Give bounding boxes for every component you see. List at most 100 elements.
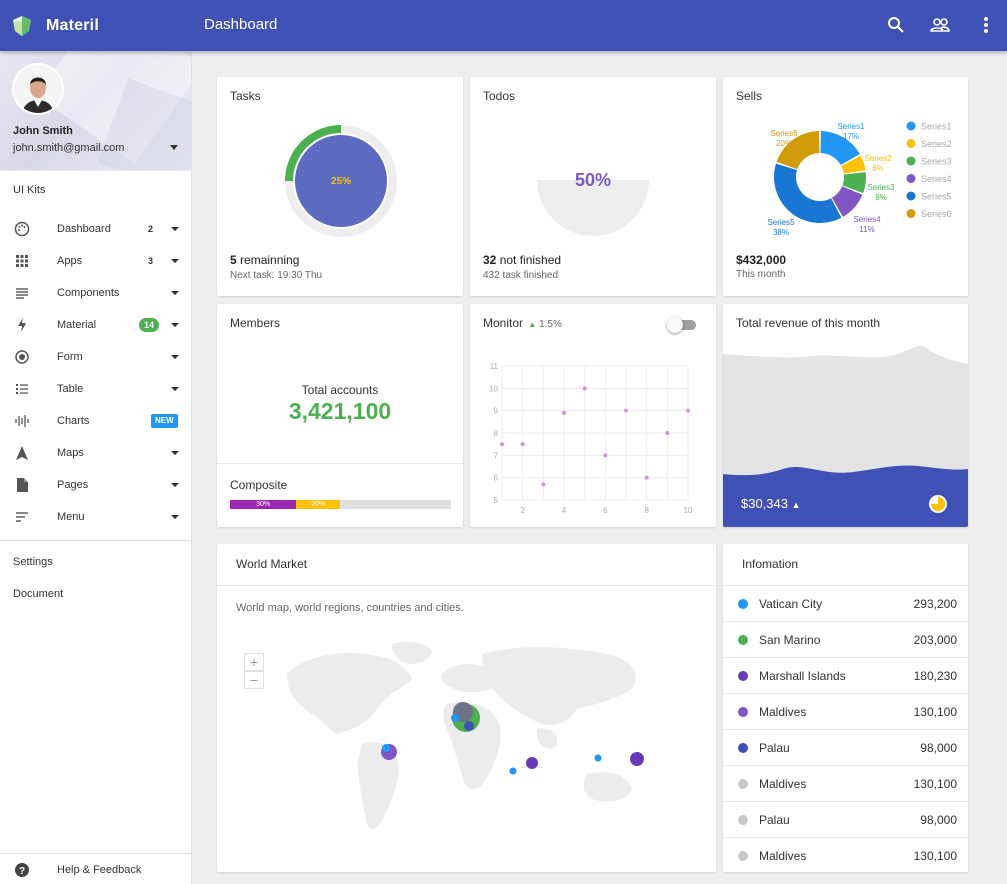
scatter-point	[665, 431, 670, 435]
menu-sort-icon	[16, 512, 28, 522]
info-row[interactable]: Vatican City 293,200	[723, 585, 968, 621]
info-row[interactable]: Maldives 130,100	[723, 837, 968, 872]
sidebar-item-apps[interactable]: Apps 3	[0, 245, 191, 277]
todos-not-finished: 32 not finished	[483, 253, 562, 267]
chevron-down-icon	[171, 515, 179, 519]
scatter-point	[500, 442, 504, 447]
sidebar-item-label: Pages	[57, 479, 89, 491]
more-vert-icon[interactable]	[975, 14, 997, 36]
info-value: 98,000	[920, 813, 957, 827]
arrow-up-icon: ▲	[791, 500, 801, 510]
toggle-knob	[667, 317, 683, 333]
info-name: Marshall Islands	[759, 669, 846, 683]
card-title: Total revenue of this month	[736, 316, 881, 330]
table-list-icon	[16, 384, 28, 394]
sidebar-item-maps[interactable]: Maps	[0, 437, 191, 469]
page-title: Dashboard	[204, 16, 278, 33]
todos-finished: 432 task finished	[483, 270, 559, 281]
x-tick-label: 10	[684, 506, 693, 515]
sidebar-item-label: Table	[57, 383, 84, 395]
y-tick-label: 9	[494, 407, 499, 416]
info-name: Palau	[759, 741, 790, 755]
info-name: San Marino	[759, 633, 821, 647]
profile-name: John Smith	[13, 125, 73, 137]
avatar[interactable]	[12, 63, 64, 115]
y-tick-label: 7	[494, 451, 499, 460]
count-badge: 14	[139, 318, 160, 332]
color-dot-icon	[738, 599, 748, 609]
sidebar-item-charts[interactable]: Charts NEW	[0, 405, 191, 437]
info-row[interactable]: Palau 98,000	[723, 801, 968, 837]
info-name: Maldives	[759, 849, 807, 863]
legend-dot	[906, 209, 916, 218]
chevron-down-icon	[171, 259, 179, 263]
sidebar-item-table[interactable]: Table	[0, 373, 191, 405]
monitor-card: Monitor ▲ 1.5% 5 6 7 8 9 10 11 2 4 6 8 10	[470, 304, 716, 527]
sidebar-item-components[interactable]: Components	[0, 277, 191, 309]
color-dot-icon	[738, 815, 748, 825]
members-value: 3,421,100	[288, 398, 392, 424]
monitor-toggle[interactable]	[667, 317, 696, 333]
color-dot-icon	[738, 635, 748, 645]
navigation-icon	[16, 446, 28, 460]
info-row[interactable]: Maldives 130,100	[723, 765, 968, 801]
sidebar-item-document[interactable]: Document	[13, 588, 64, 600]
scatter-point	[644, 475, 649, 480]
map-bubble	[526, 757, 538, 769]
revenue-value: $30,343 ▲	[741, 496, 801, 511]
chevron-down-icon	[171, 483, 179, 487]
sidebar-item-help[interactable]: ? Help & Feedback	[0, 853, 191, 884]
y-tick-label: 8	[494, 429, 499, 438]
zoom-in-button[interactable]: +	[244, 653, 264, 671]
sidebar-item-form[interactable]: Form	[0, 341, 191, 373]
profile-panel[interactable]: John Smith john.smith@gmail.com	[0, 51, 191, 171]
todos-card: Todos 50% 32 not finished 432 task finis…	[470, 77, 716, 296]
page-icon	[17, 478, 28, 492]
pie-icon	[929, 495, 947, 513]
scatter-point	[603, 453, 608, 458]
people-icon[interactable]	[929, 14, 951, 36]
chevron-down-icon	[171, 227, 179, 231]
brand[interactable]: Materil	[12, 0, 99, 51]
user-photo-icon	[14, 65, 62, 113]
profile-email: john.smith@gmail.com	[13, 142, 125, 154]
sells-card: Sells Series1 17% Series1 Series2 6% Series2 S…	[723, 77, 968, 296]
x-tick-label: 2	[520, 506, 525, 515]
info-row[interactable]: Maldives 130,100	[723, 693, 968, 729]
chevron-down-icon	[171, 387, 179, 391]
card-title: Todos	[483, 89, 516, 103]
sidebar-item-menu[interactable]: Menu	[0, 501, 191, 533]
app-header: Materil Dashboard	[0, 0, 1007, 51]
color-dot-icon	[738, 707, 748, 717]
legend-label: Series6	[921, 209, 952, 219]
sidebar: John Smith john.smith@gmail.com UI Kits …	[0, 51, 192, 884]
info-value: 130,100	[913, 705, 957, 719]
sidebar-item-settings[interactable]: Settings	[13, 556, 53, 568]
slice-pct-label: 6%	[872, 164, 884, 173]
search-icon[interactable]	[885, 14, 907, 36]
world-market-card: World Market World map, world regions, c…	[217, 544, 716, 872]
color-dot-icon	[738, 671, 748, 681]
sidebar-item-dashboard[interactable]: Dashboard 2	[0, 213, 191, 245]
sidebar-item-material[interactable]: Material 14	[0, 309, 191, 341]
card-title: Sells	[736, 89, 763, 103]
legend-dot	[906, 156, 916, 166]
info-value: 203,000	[913, 633, 957, 647]
profile-menu-caret-icon[interactable]	[170, 145, 178, 150]
x-tick-label: 6	[603, 506, 608, 515]
info-row[interactable]: Marshall Islands 180,230	[723, 657, 968, 693]
info-row[interactable]: San Marino 203,000	[723, 621, 968, 657]
slice-series-label: Series2	[864, 154, 892, 163]
info-value: 130,100	[913, 777, 957, 791]
x-tick-label: 4	[562, 506, 567, 515]
radio-icon	[15, 350, 29, 364]
sidebar-item-pages[interactable]: Pages	[0, 469, 191, 501]
monitor-scatter-chart: 5 6 7 8 9 10 11 2 4 6 8 10	[489, 362, 693, 515]
card-divider	[217, 585, 716, 586]
information-card: Infomation Vatican City 293,200 San Marino…	[723, 544, 968, 872]
progress-segment: 30%	[230, 500, 297, 509]
scatter-point	[541, 482, 546, 487]
info-row[interactable]: Palau 98,000	[723, 729, 968, 765]
zoom-out-button[interactable]: −	[244, 671, 264, 689]
slice-pct-label: 20%	[776, 139, 792, 148]
